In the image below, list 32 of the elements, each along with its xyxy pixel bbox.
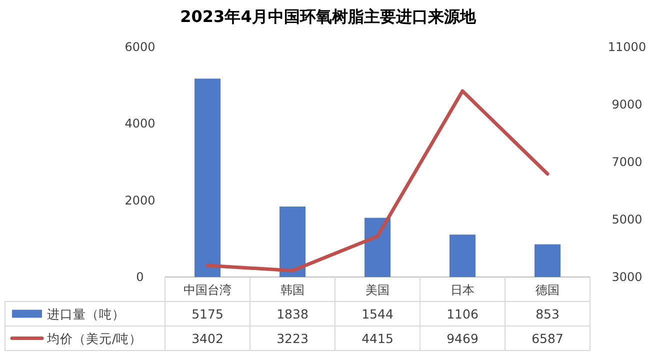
y-tick-label: 0 [136,270,144,284]
data-label: 3223 [276,330,308,346]
bar [280,206,306,277]
data-label: 9469 [446,330,478,346]
bar [194,78,220,277]
x-tick-label: 日本 [450,283,474,297]
legend-label: 均价（美元/吨） [46,330,142,346]
y2-tick-label: 11000 [608,40,646,54]
x-tick-label: 德国 [536,283,560,297]
y2-tick-label: 9000 [612,98,642,112]
data-label: 4415 [362,330,394,346]
y-tick-label: 4000 [124,116,156,131]
y-tick-label: 2000 [124,193,156,208]
y2-tick-label: 5000 [612,212,642,226]
legend-label: 进口量（吨） [47,306,125,322]
y2-tick-label: 7000 [612,155,642,169]
data-label: 853 [536,306,560,322]
data-label: 3402 [192,330,224,346]
data-label: 1106 [446,306,478,322]
data-label: 1838 [276,306,308,322]
x-tick-label: 中国台湾 [184,283,232,297]
data-label: 6587 [532,330,564,346]
y2-tick-label: 3000 [612,270,642,284]
bar [534,244,560,277]
bar [364,218,390,277]
bar [450,234,476,277]
y-tick-label: 6000 [124,40,156,54]
data-label: 5175 [192,306,224,322]
data-label: 1544 [362,306,394,322]
x-tick-label: 美国 [366,283,390,297]
chart-title: 2023年4月中国环氧树脂主要进口来源地 [180,7,477,26]
x-tick-label: 韩国 [280,283,304,297]
